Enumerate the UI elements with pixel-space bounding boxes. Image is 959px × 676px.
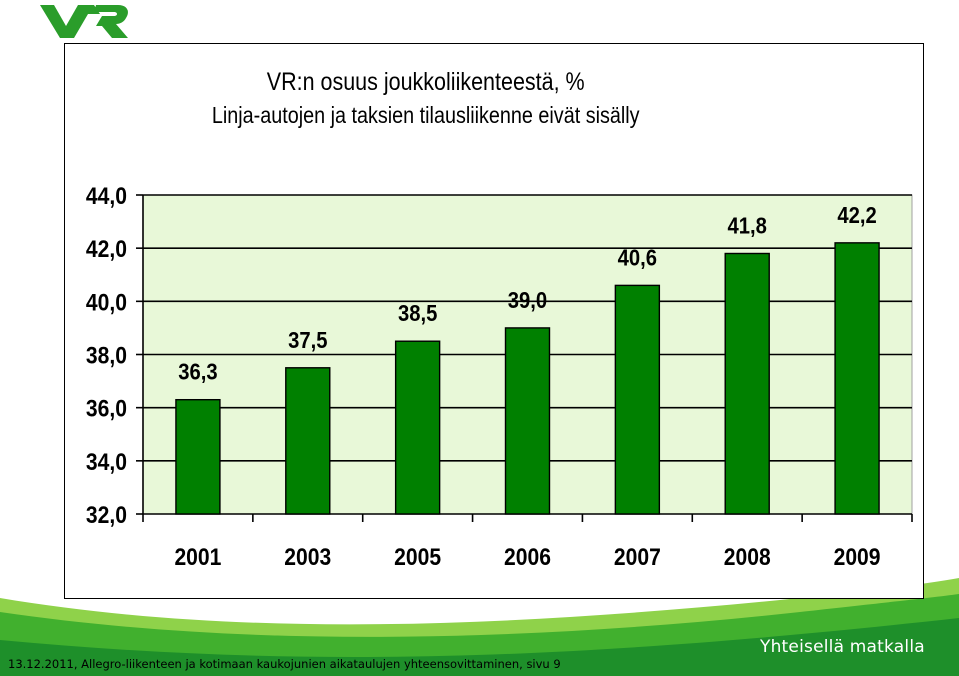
y-tick-label: 34,0 [86,449,127,476]
data-label: 38,5 [398,300,437,327]
ticks: 32,0 34,0 36,0 38,0 40,0 42,0 44,0 2001 2003 2005… [86,183,913,571]
slogan: Yhteisellä matkalla [760,637,925,657]
y-tick-label: 32,0 [86,502,127,529]
x-tick-label: 2005 [394,544,441,571]
data-label: 36,3 [178,358,217,385]
bars: 36,3 37,5 38,5 39,0 40,6 41,8 42,2 [175,202,880,515]
bar [285,367,331,515]
y-tick-label: 36,0 [86,395,127,422]
x-tick-label: 2008 [724,544,771,571]
y-tick-label: 40,0 [86,289,127,316]
x-tick-label: 2001 [174,544,221,571]
bar [614,284,661,515]
chart-title: VR:n osuus joukkoliikenteestä, % [266,68,585,96]
data-label: 37,5 [288,327,327,354]
data-label: 41,8 [728,212,767,239]
data-label: 40,6 [618,244,657,271]
bar [834,242,880,515]
footer-text: 13.12.2011, Allegro-liikenteen ja kotima… [8,657,561,671]
x-tick-label: 2009 [834,544,881,571]
x-tick-label: 2003 [284,544,331,571]
bar [394,340,441,515]
y-tick-label: 42,0 [86,236,127,263]
bar [504,327,551,515]
bar [724,252,770,515]
y-tick-label: 44,0 [86,183,127,210]
y-tick-label: 38,0 [86,342,127,369]
x-tick-label: 2007 [614,544,661,571]
x-tick-label: 2006 [504,544,551,571]
vr-logo [40,5,128,38]
data-label: 39,0 [508,287,547,314]
bar [175,398,221,515]
data-label: 42,2 [837,202,876,229]
chart-subtitle: Linja-autojen ja taksien tilausliikenne … [211,102,640,128]
